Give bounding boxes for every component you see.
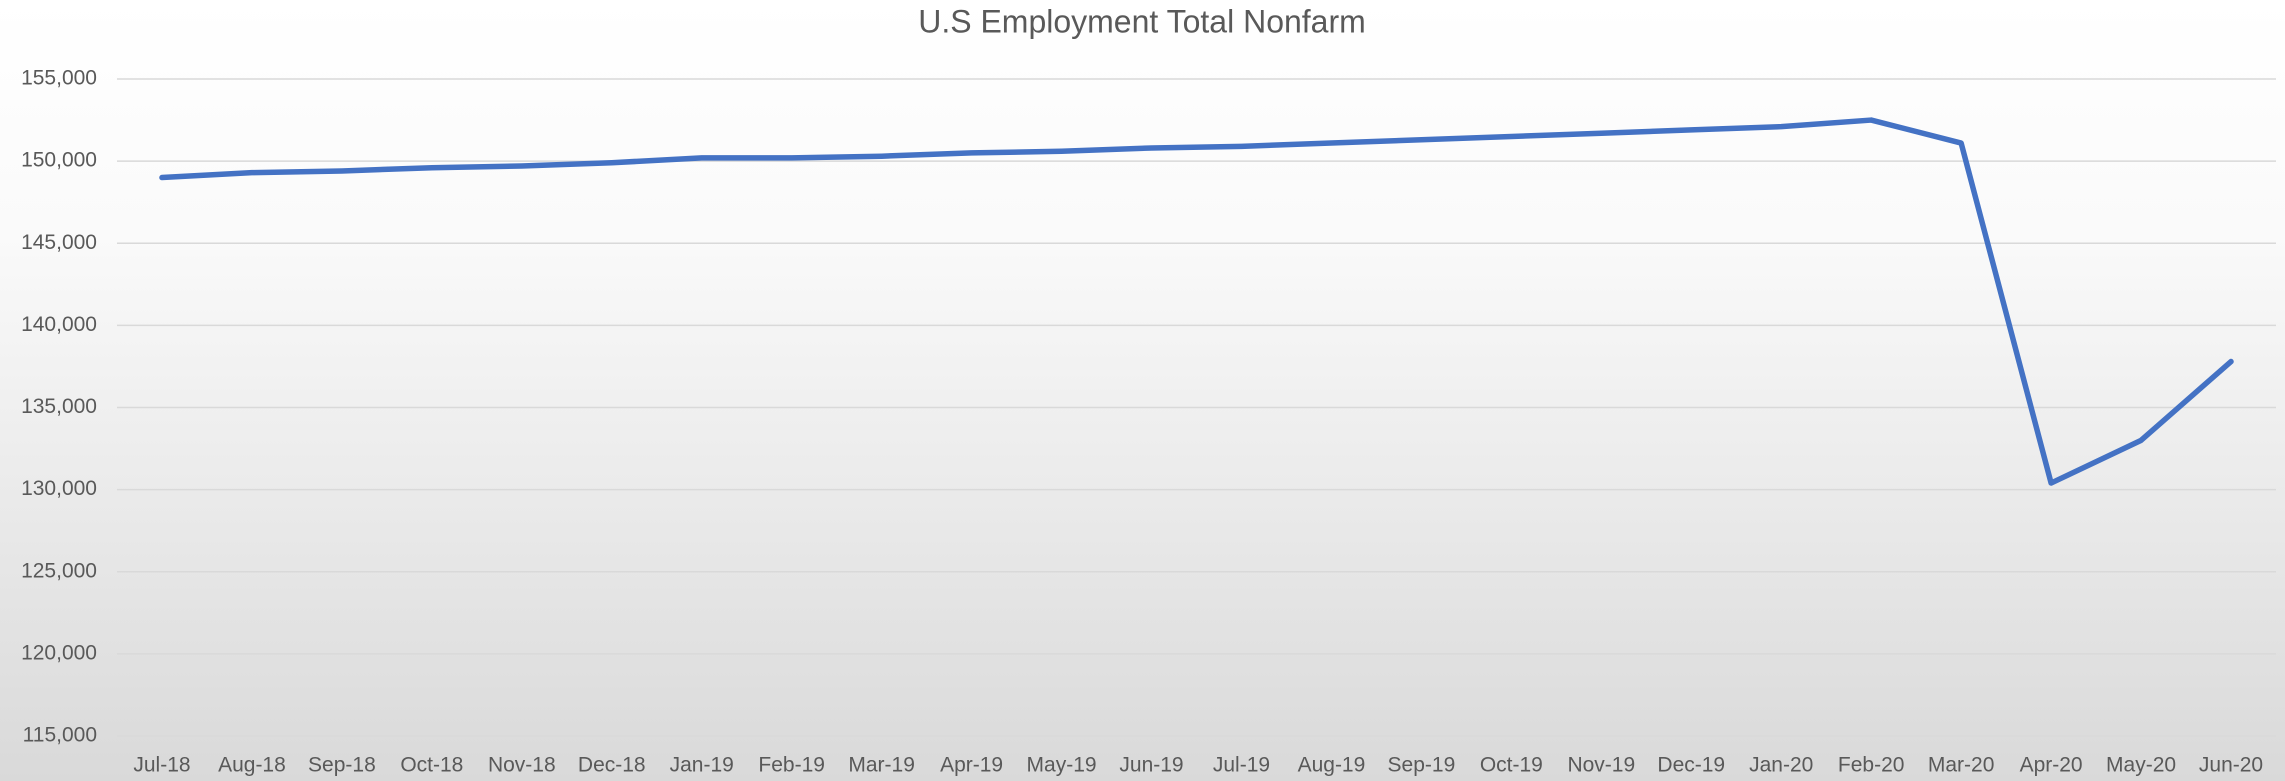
x-tick-label: Jan-19 [670, 754, 734, 777]
x-tick-label: Dec-19 [1657, 754, 1725, 777]
x-tick-label: Nov-18 [488, 754, 556, 777]
x-tick-label: Jul-18 [133, 754, 190, 777]
y-tick-label: 145,000 [21, 231, 97, 254]
x-tick-label: Sep-18 [308, 754, 376, 777]
y-tick-label: 130,000 [21, 477, 97, 500]
y-tick-label: 125,000 [21, 559, 97, 582]
chart-title: U.S Employment Total Nonfarm [918, 3, 1366, 39]
x-tick-label: May-20 [2106, 754, 2176, 777]
x-tick-label: Oct-18 [400, 754, 463, 777]
x-tick-label: Nov-19 [1567, 754, 1635, 777]
x-tick-label: Jun-19 [1119, 754, 1183, 777]
y-tick-label: 115,000 [23, 724, 97, 747]
line [159, 117, 2234, 486]
x-tick-label: Sep-19 [1388, 754, 1456, 777]
y-tick-label: 135,000 [21, 395, 97, 418]
x-tick-label: Jun-20 [2199, 754, 2263, 777]
x-tick-label: Feb-20 [1838, 754, 1905, 777]
x-tick-label: Apr-20 [2020, 754, 2083, 777]
x-tick-label: Jul-19 [1213, 754, 1270, 777]
x-tick-label: Aug-18 [218, 754, 286, 777]
y-tick-label: 120,000 [21, 641, 97, 664]
x-tick-label: Mar-19 [848, 754, 915, 777]
x-tick-label: Feb-19 [758, 754, 825, 777]
y-tick-label: 150,000 [21, 149, 97, 172]
x-tick-label: Dec-18 [578, 754, 646, 777]
x-tick-label: Mar-20 [1928, 754, 1995, 777]
x-tick-label: Aug-19 [1298, 754, 1366, 777]
x-tick-label: Jan-20 [1749, 754, 1813, 777]
y-tick-label: 140,000 [21, 313, 97, 336]
x-tick-label: May-19 [1027, 754, 1097, 777]
y-tick-label: 155,000 [21, 67, 97, 90]
x-tick-label: Apr-19 [940, 754, 1003, 777]
x-tick-label: Oct-19 [1480, 754, 1543, 777]
